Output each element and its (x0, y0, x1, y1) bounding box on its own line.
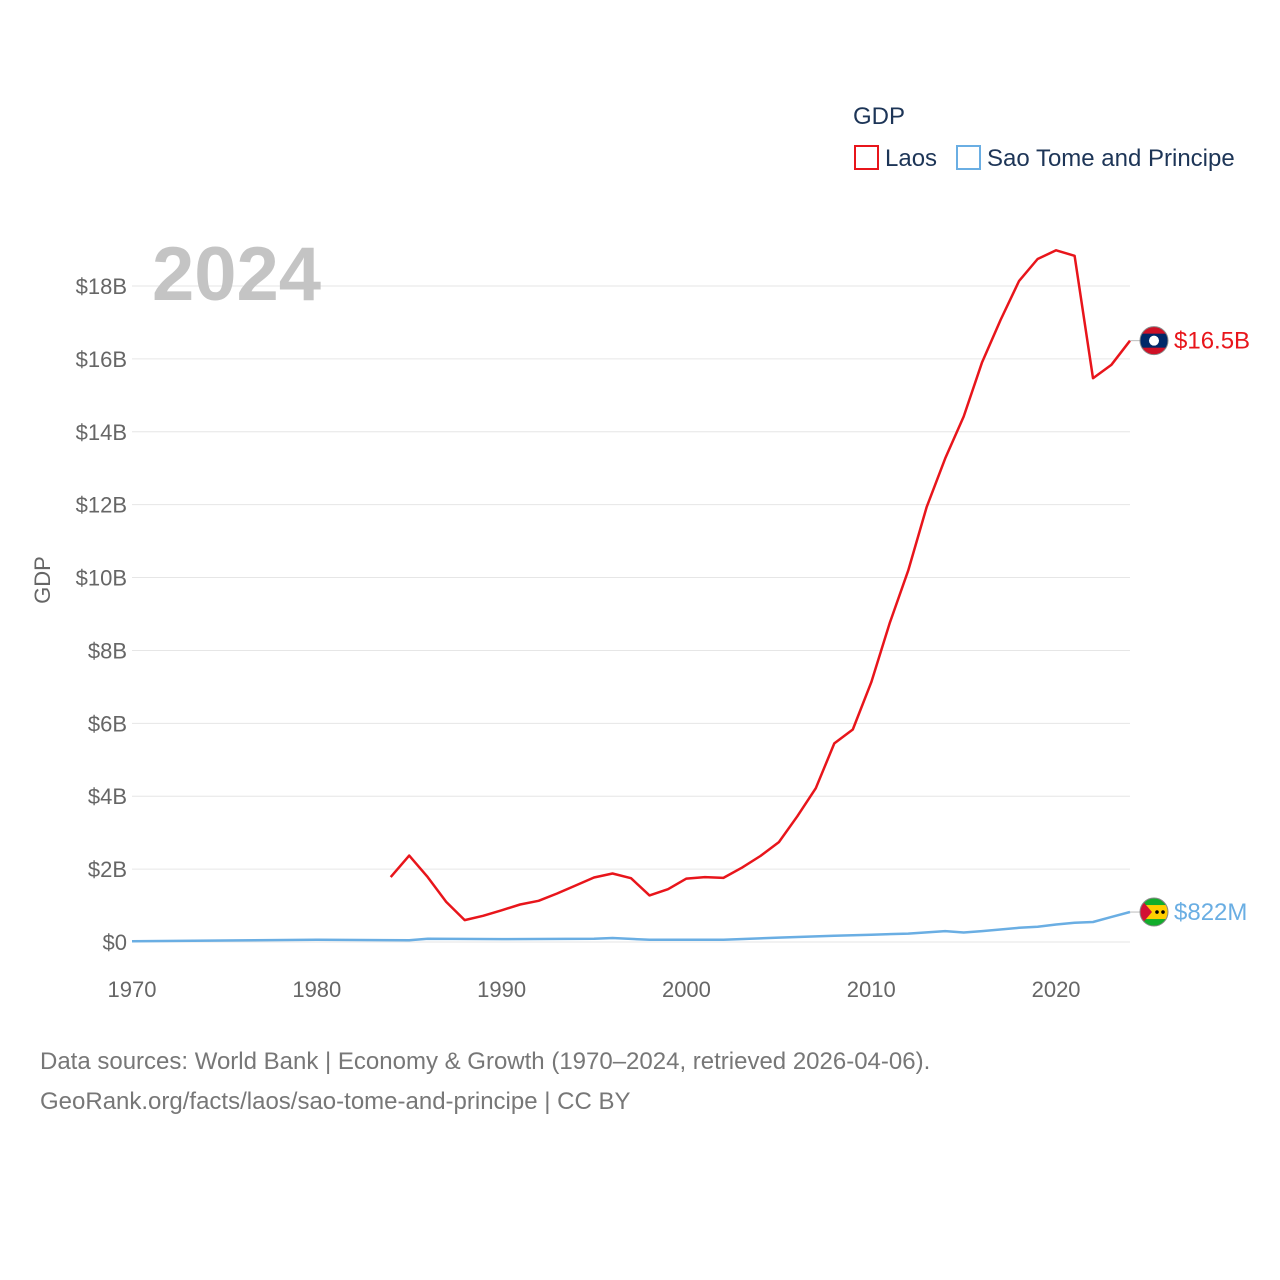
series-lines (131, 249, 1131, 943)
gdp-line-chart: $0$2B$4B$6B$8B$10B$12B$14B$16B$18B 1970 1… (30, 103, 1250, 1002)
y-axis-ticks: $0 $2B $4B $6B $8B $10B $12B $14B $16B $18B (76, 274, 127, 955)
y-axis-title: GDP (30, 556, 55, 604)
x-tick-label: 2020 (1032, 977, 1081, 1002)
x-tick-label: 2010 (847, 977, 896, 1002)
legend-item-laos[interactable]: Laos (854, 145, 937, 172)
legend-label-laos: Laos (885, 145, 937, 172)
x-tick-label: 2000 (662, 977, 711, 1002)
legend-title: GDP (853, 103, 905, 130)
legend-swatch-laos (854, 145, 879, 170)
y-tick-label: $6B (88, 711, 127, 736)
end-markers: $16.5B $822M (1130, 326, 1250, 927)
y-tick-label: $10B (76, 566, 127, 591)
end-value-label-sao-tome-and-principe: $822M (1174, 899, 1247, 926)
x-tick-label: 1980 (292, 977, 341, 1002)
y-tick-label: $4B (88, 784, 127, 809)
y-tick-label: $18B (76, 274, 127, 299)
x-tick-label: 1990 (477, 977, 526, 1002)
y-tick-label: $14B (76, 420, 127, 445)
gridlines (132, 285, 1130, 943)
series-line-laos[interactable] (389, 249, 1131, 922)
y-tick-label: $8B (88, 638, 127, 663)
laos-flag-icon (1139, 326, 1169, 356)
data-source-note: Data sources: World Bank | Economy & Gro… (40, 1048, 931, 1075)
sao-tome-flag-icon (1139, 897, 1169, 927)
year-watermark: 2024 (152, 232, 321, 317)
chart-footer: Data sources: World Bank | Economy & Gro… (40, 1042, 930, 1122)
legend-swatch-sao-tome (956, 145, 981, 170)
y-tick-label: $2B (88, 857, 127, 882)
y-tick-label: $0 (103, 930, 127, 955)
legend: GDP Laos Sao Tome and Principe (853, 103, 1235, 172)
legend-label-sao-tome: Sao Tome and Principe (987, 145, 1235, 172)
y-tick-label: $16B (76, 347, 127, 372)
source-url: GeoRank.org/facts/laos/sao-tome-and-prin… (40, 1088, 631, 1115)
x-tick-label: 1970 (108, 977, 157, 1002)
x-axis-ticks: 1970 1980 1990 2000 2010 2020 (108, 977, 1081, 1002)
legend-item-sao-tome[interactable]: Sao Tome and Principe (956, 145, 1235, 172)
end-value-label-laos: $16.5B (1174, 328, 1250, 355)
series-line-sao-tome-and-principe[interactable] (131, 910, 1131, 943)
y-tick-label: $12B (76, 493, 127, 518)
